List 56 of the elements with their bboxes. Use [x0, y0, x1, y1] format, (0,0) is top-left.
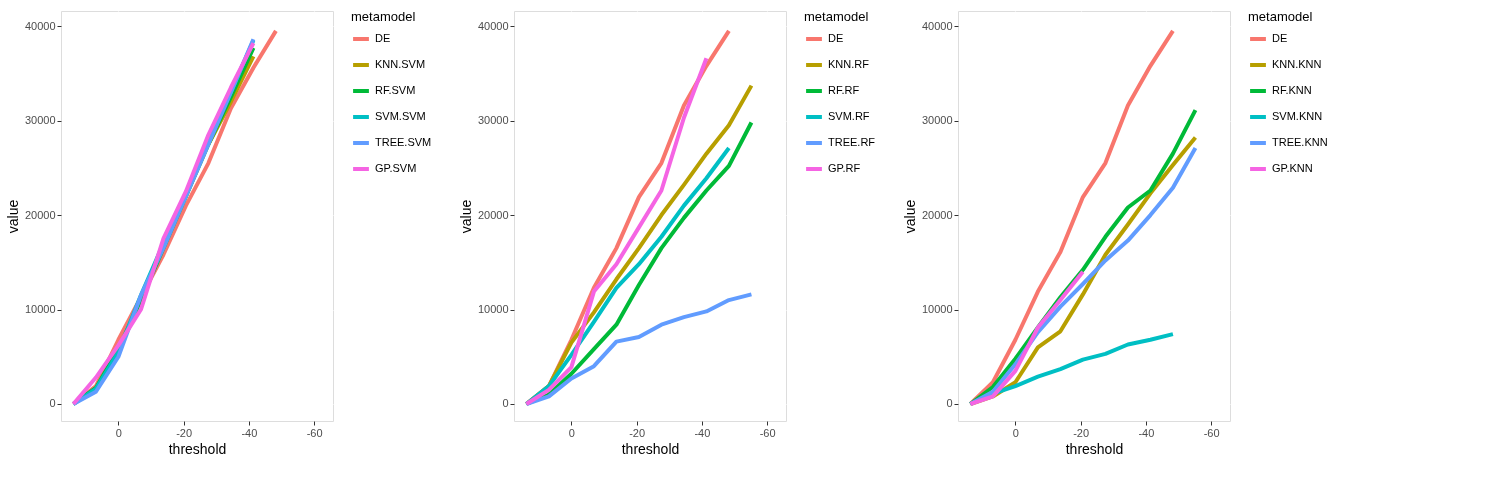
x-tick-label: -20: [629, 426, 646, 439]
line-series: [524, 56, 709, 406]
legend-label: TREE.KNN: [1272, 136, 1328, 148]
x-tick-label: -40: [1138, 426, 1155, 439]
x-tick-label: 0: [1012, 426, 1019, 439]
y-tick-label: 20000: [921, 208, 953, 221]
y-tick-label: 40000: [921, 19, 953, 32]
legend-title: metamodel: [804, 9, 869, 24]
legend-label: KNN.KNN: [1272, 58, 1322, 70]
y-tick-label: 40000: [24, 19, 56, 32]
legend-label: SVM.SVM: [375, 110, 426, 122]
legend-label: DE: [375, 32, 391, 44]
x-axis-title: threshold: [621, 440, 680, 457]
legend-label: RF.KNN: [1272, 84, 1312, 96]
line-series: [968, 269, 1085, 406]
y-axis-title: value: [457, 199, 474, 234]
x-tick-label: 0: [115, 426, 122, 439]
y-tick-label: 20000: [24, 208, 56, 221]
legend-label: TREE.SVM: [375, 136, 432, 148]
legend-label: RF.SVM: [375, 84, 416, 96]
x-axis-title: threshold: [168, 440, 227, 457]
legend-label: KNN.RF: [828, 58, 870, 70]
y-tick-label: 30000: [477, 114, 509, 127]
y-tick-label: 0: [502, 397, 509, 410]
legend-title: metamodel: [351, 9, 416, 24]
x-tick-label: -60: [306, 426, 323, 439]
legend-label: DE: [1272, 32, 1288, 44]
legend-label: KNN.SVM: [375, 58, 426, 70]
legend-label: DE: [828, 32, 844, 44]
x-tick-label: -20: [176, 426, 193, 439]
legend-label: GP.RF: [828, 162, 861, 174]
x-tick-label: -60: [1203, 426, 1220, 439]
y-axis-title: value: [4, 199, 21, 234]
y-tick-label: 0: [49, 397, 56, 410]
legend-label: RF.RF: [828, 84, 860, 96]
x-tick-label: -20: [1073, 426, 1090, 439]
y-tick-label: 30000: [921, 114, 953, 127]
x-tick-label: -60: [759, 426, 776, 439]
legend-title: metamodel: [1248, 9, 1313, 24]
legend-label: SVM.KNN: [1272, 110, 1323, 122]
y-tick-label: 30000: [24, 114, 56, 127]
y-tick-label: 10000: [24, 303, 56, 316]
x-tick-label: -40: [694, 426, 711, 439]
legend-label: TREE.RF: [828, 136, 876, 148]
x-axis-title: threshold: [1065, 440, 1124, 457]
y-tick-label: 40000: [477, 19, 509, 32]
legend-label: GP.KNN: [1272, 162, 1313, 174]
x-tick-label: -40: [241, 426, 258, 439]
y-tick-label: 0: [946, 397, 953, 410]
y-tick-label: 10000: [921, 303, 953, 316]
y-axis-title: value: [901, 199, 918, 234]
y-tick-label: 20000: [477, 208, 509, 221]
legend-label: GP.SVM: [375, 162, 417, 174]
legend-label: SVM.RF: [828, 110, 870, 122]
x-tick-label: 0: [568, 426, 575, 439]
y-tick-label: 10000: [477, 303, 509, 316]
